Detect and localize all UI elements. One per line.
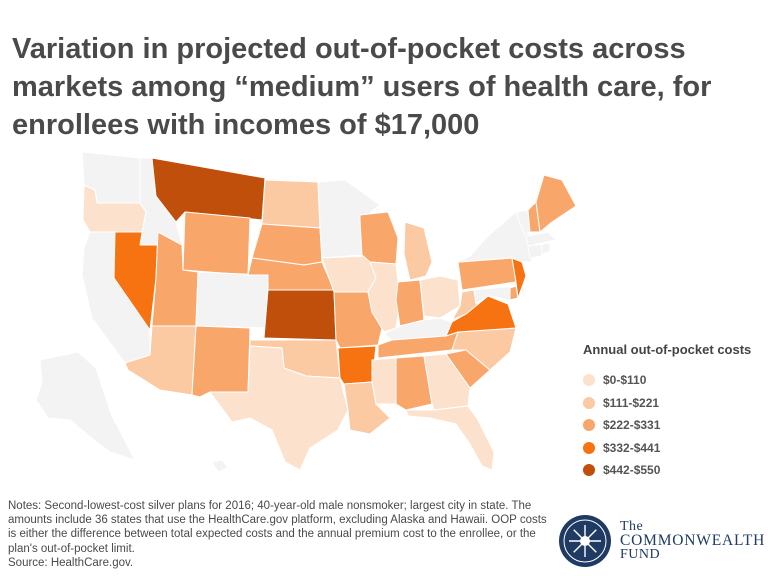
logo-line: FUND	[620, 547, 661, 562]
legend-title: Annual out-of-pocket costs	[583, 342, 752, 357]
logo-line: The	[620, 519, 644, 534]
legend-item: $222-$331	[583, 414, 763, 437]
legend-label: $111-$221	[603, 395, 660, 410]
state-IN	[395, 279, 425, 327]
state-ME	[535, 174, 577, 233]
state-WY	[182, 211, 251, 276]
state-MA	[525, 231, 557, 247]
page-title: Variation in projected out-of-pocket cos…	[12, 33, 712, 141]
state-RI	[541, 242, 551, 255]
state-NY	[459, 211, 533, 263]
legend-label: $0-$110	[603, 373, 647, 388]
legend-label: $222-$331	[603, 418, 661, 433]
state-CT	[527, 243, 543, 259]
legend: Annual out-of-pocket costs $0-$110 $111-…	[583, 342, 763, 482]
source: Source: HealthCare.gov.	[8, 557, 134, 569]
state-CO	[195, 271, 269, 329]
legend-label: $332-$441	[603, 440, 661, 455]
state-IL	[367, 261, 401, 333]
state-TX	[209, 345, 349, 471]
state-FL	[405, 405, 495, 471]
state-AK	[35, 351, 136, 461]
notes: Notes: Second-lowest-cost silver plans f…	[8, 500, 547, 555]
legend-item: $332-$441	[583, 437, 763, 460]
legend-swatch	[583, 419, 595, 432]
state-ND	[261, 179, 321, 229]
state-NM	[191, 325, 251, 398]
state-VA	[445, 295, 517, 337]
logo-line: COMMONWEALTH	[620, 532, 766, 549]
us-map	[35, 151, 577, 473]
commonwealth-fund-logo: The COMMONWEALTH FUND	[558, 514, 764, 570]
state-PA	[457, 257, 517, 291]
legend-swatch	[583, 441, 595, 454]
state-MT	[151, 157, 266, 223]
state-MD	[473, 285, 517, 305]
legend-label: $442-$550	[603, 463, 661, 478]
logo-wordmark: The COMMONWEALTH FUND	[620, 520, 765, 562]
state-MS	[371, 357, 397, 405]
state-WI	[359, 211, 399, 265]
legend-swatch	[583, 374, 595, 387]
state-MI	[403, 221, 433, 281]
state-AL	[395, 355, 433, 411]
state-SD	[251, 223, 323, 266]
legend-item: $0-$110	[583, 369, 763, 392]
legend-swatch	[583, 464, 595, 477]
seal-icon	[559, 515, 611, 567]
legend-swatch	[583, 396, 595, 409]
legend-item: $111-$221	[583, 392, 763, 415]
state-HI	[211, 459, 229, 473]
state-KS	[263, 289, 337, 341]
state-AR	[337, 345, 377, 385]
state-OH	[419, 275, 461, 319]
legend-item: $442-$550	[583, 459, 763, 482]
